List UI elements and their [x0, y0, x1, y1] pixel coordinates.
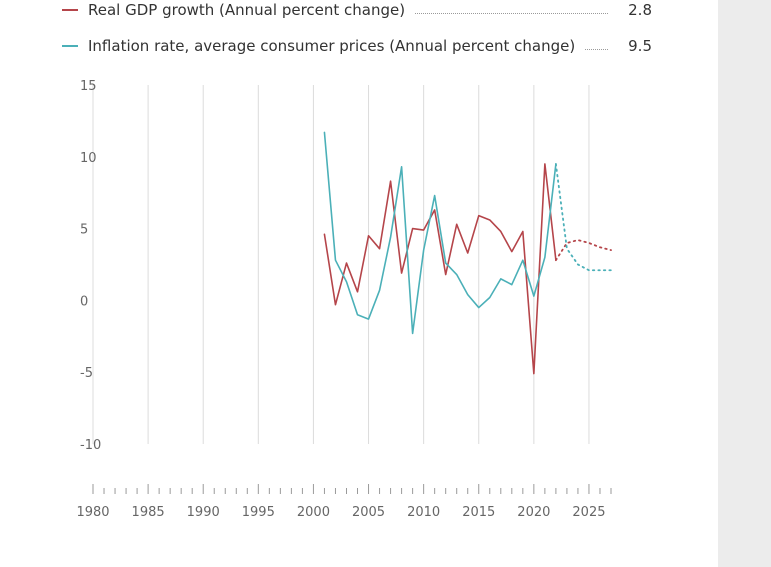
y-tick-label: 5	[80, 223, 88, 238]
legend-item-gdp[interactable]: Real GDP growth (Annual percent change) …	[62, 0, 652, 20]
legend-leader-inflation	[585, 48, 608, 50]
legend-leader-gdp	[415, 12, 608, 14]
x-tick-label: 1995	[242, 505, 275, 520]
y-tick-label: 10	[80, 151, 97, 166]
x-tick-label: 1985	[132, 505, 165, 520]
x-tick-label: 2005	[352, 505, 385, 520]
legend-swatch-inflation	[62, 45, 78, 47]
projection-line-inflation	[554, 163, 612, 272]
x-tick-label: 2015	[462, 505, 495, 520]
y-tick-label: 15	[80, 79, 97, 94]
y-tick-label: 0	[80, 294, 88, 309]
x-tick-label: 1990	[187, 505, 220, 520]
x-tick-label: 1980	[76, 505, 109, 520]
x-tick-label: 2025	[572, 505, 605, 520]
x-tick-label: 2010	[407, 505, 440, 520]
legend-value-inflation: 9.5	[628, 37, 652, 55]
y-tick-label: -5	[80, 366, 93, 381]
legend-value-gdp: 2.8	[628, 1, 652, 19]
side-panel	[718, 0, 771, 567]
legend-swatch-gdp	[62, 9, 78, 11]
y-axis-ticks: 15 10 5 0 -5 -10	[80, 79, 101, 453]
x-axis: 1980 1985 1990 1995 2000 2005 2010 2015 2020 2025	[76, 484, 612, 520]
x-tick-label: 2000	[297, 505, 330, 520]
projection-line-gdp	[554, 239, 612, 262]
series-line-inflation	[323, 131, 557, 335]
series-lines	[323, 131, 612, 375]
y-tick-label: -10	[80, 438, 101, 453]
legend-label-gdp: Real GDP growth (Annual percent change)	[88, 1, 406, 19]
series-line-gdp	[323, 163, 557, 375]
grid-lines	[92, 85, 590, 444]
line-chart: 15 10 5 0 -5 -10 1980 1985 1990 1995 2000 2005 2010…	[76, 79, 612, 520]
legend-label-inflation: Inflation rate, average consumer prices …	[88, 37, 576, 55]
legend-item-inflation[interactable]: Inflation rate, average consumer prices …	[62, 36, 652, 56]
x-tick-label: 2020	[517, 505, 550, 520]
